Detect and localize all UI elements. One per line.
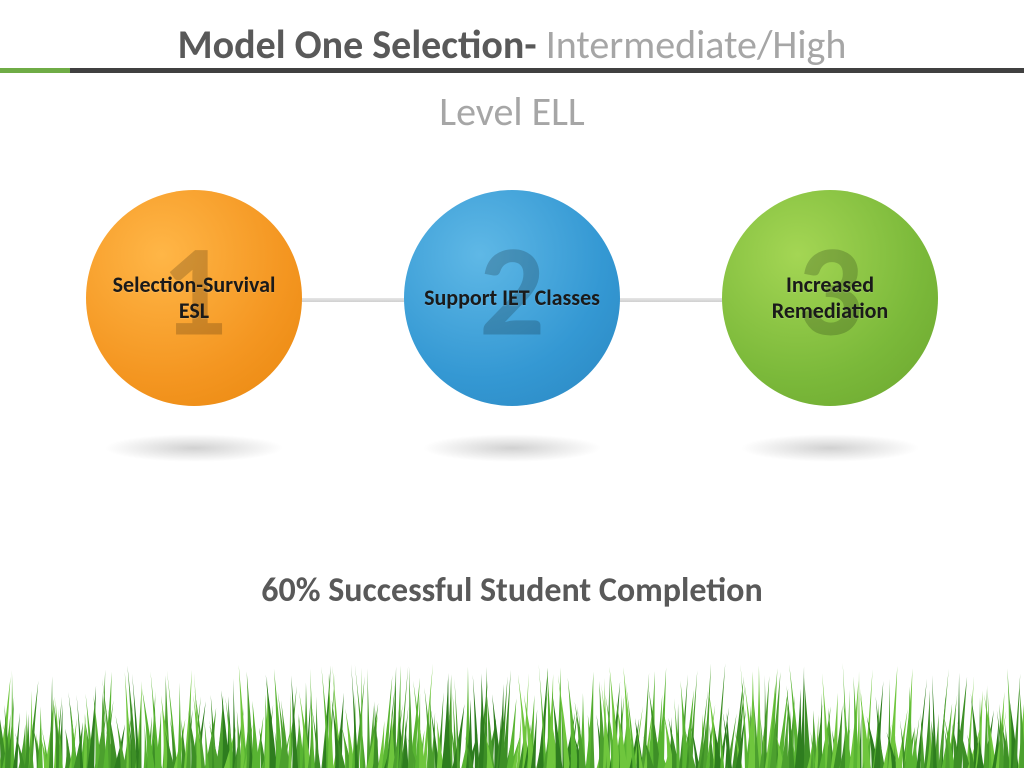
step-label: Increased Remediation [722, 272, 938, 325]
header-rule [0, 68, 1024, 73]
rule-main [70, 68, 1024, 73]
step-label: Selection-Survival ESL [86, 272, 302, 325]
completion-text: 60% Successful Student Completion [0, 570, 1024, 611]
grass-decoration [0, 658, 1024, 768]
step-label: Support IET Classes [406, 285, 618, 311]
step-circle-1: 1 Selection-Survival ESL [86, 190, 302, 406]
step-circle-3: 3 Increased Remediation [722, 190, 938, 406]
title-area: Model One Selection- Intermediate/High [0, 20, 1024, 69]
title-subline: Level ELL [0, 87, 1024, 136]
step-shadow [740, 434, 920, 462]
step-shadow [104, 434, 284, 462]
title-light: Intermediate/High [537, 20, 847, 69]
process-diagram: 1 Selection-Survival ESL 2 Support IET C… [0, 190, 1024, 450]
header: Model One Selection- Intermediate/High L… [0, 0, 1024, 136]
title-bold: Model One Selection- [178, 20, 537, 69]
rule-accent [0, 68, 70, 73]
step-shadow [422, 434, 602, 462]
step-circle-2: 2 Support IET Classes [404, 190, 620, 406]
